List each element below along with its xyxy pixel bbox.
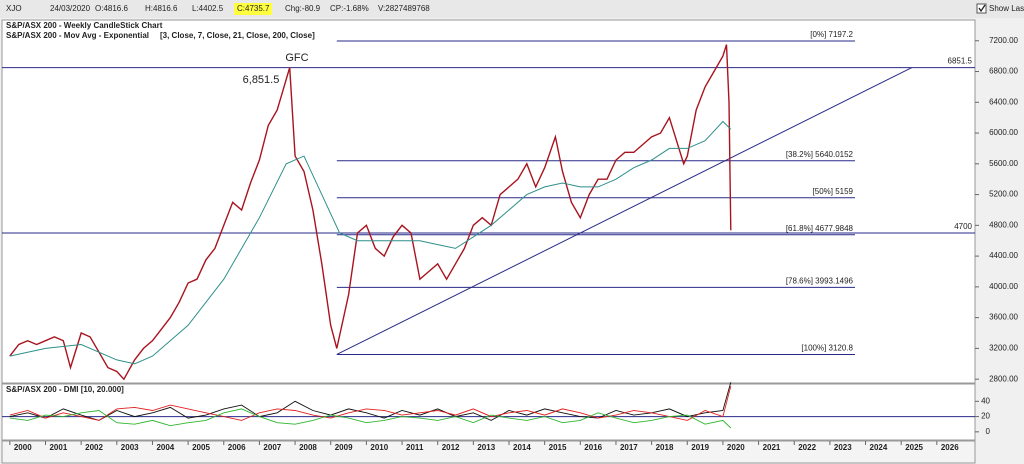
level-label: 4700 <box>954 222 972 231</box>
fib-label: [100%] 3120.8 <box>801 344 853 353</box>
y-tick-label: 6800.00 <box>989 67 1018 76</box>
x-tick-label: 2016 <box>584 443 602 452</box>
price-panel <box>1 19 976 384</box>
x-axis-bar <box>1 440 976 464</box>
annotation: 6,851.5 <box>243 74 280 86</box>
x-tick-label: 2017 <box>620 443 638 452</box>
x-tick-label: 2024 <box>870 443 888 452</box>
x-tick-label: 2012 <box>442 443 460 452</box>
show-last[interactable]: Show Last <box>989 4 1024 13</box>
x-tick-label: 2014 <box>513 443 531 452</box>
x-tick-label: 2001 <box>49 443 67 452</box>
y-tick-label: 4800.00 <box>989 220 1018 229</box>
dmi-title: S&P/ASX 200 - DMI [10, 20.000] <box>6 385 124 394</box>
x-tick-label: 2013 <box>477 443 495 452</box>
y-tick-label: 20 <box>981 412 990 421</box>
series-line <box>9 385 732 421</box>
y-tick-label: 5200.00 <box>989 190 1018 199</box>
fib-label: [61.8%] 4677.9848 <box>786 224 854 233</box>
annotation: GFC <box>285 52 308 64</box>
y-tick-label: 3200.00 <box>989 344 1018 353</box>
field: L:4402.5 <box>192 4 224 13</box>
fib-label: [0%] 7197.2 <box>810 30 853 39</box>
x-tick-label: 2000 <box>14 443 32 452</box>
checkbox[interactable] <box>976 3 987 14</box>
fib-label: [50%] 5159 <box>813 187 854 196</box>
check-mark <box>978 4 986 13</box>
x-tick-label: 2003 <box>121 443 139 452</box>
x-tick-label: 2002 <box>85 443 103 452</box>
x-tick-label: 2020 <box>727 443 745 452</box>
x-tick-label: 2018 <box>656 443 674 452</box>
y-tick-label: 6400.00 <box>989 97 1018 106</box>
subtitle: S&P/ASX 200 - Mov Avg - Exponential <box>6 31 149 40</box>
x-tick-label: 2004 <box>156 443 174 452</box>
x-tick-label: 2022 <box>798 443 816 452</box>
y-tick-label: 40 <box>981 396 990 405</box>
y-tick-label: 7200.00 <box>989 36 1018 45</box>
x-tick-label: 2011 <box>406 443 424 452</box>
field: V:2827489768 <box>378 4 430 13</box>
series-line <box>9 408 732 429</box>
subtitle-params: [3, Close, 7, Close, 21, Close, 200, Clo… <box>160 31 315 40</box>
x-tick-label: 2021 <box>763 443 781 452</box>
y-tick-label: 6000.00 <box>989 128 1018 137</box>
symbol: XJO <box>6 4 22 13</box>
fib-label: [38.2%] 5640.0152 <box>786 150 854 159</box>
y-tick-label: 2800.00 <box>989 374 1018 383</box>
x-tick-label: 2023 <box>834 443 852 452</box>
x-tick-label: 2008 <box>299 443 317 452</box>
field: H:4816.6 <box>145 4 178 13</box>
level-label: 6851.5 <box>948 57 973 66</box>
y-tick-label: 5600.00 <box>989 159 1018 168</box>
highlight-bg <box>234 3 272 15</box>
y-tick-label: 4000.00 <box>989 282 1018 291</box>
x-tick-label: 2007 <box>263 443 281 452</box>
series-line <box>9 382 732 421</box>
x-tick-label: 2019 <box>691 443 709 452</box>
y-tick-label: 4400.00 <box>989 251 1018 260</box>
fib-label: [78.6%] 3993.1496 <box>786 277 854 286</box>
x-tick-label: 2005 <box>192 443 210 452</box>
dmi-panel <box>1 383 976 441</box>
x-tick-label: 2010 <box>370 443 388 452</box>
x-tick-label: 2015 <box>549 443 567 452</box>
trend-line <box>336 67 913 355</box>
x-tick-label: 2009 <box>335 443 353 452</box>
date: 24/03/2020 <box>50 4 91 13</box>
field: C:4735.7 <box>237 4 270 13</box>
x-tick-label: 2025 <box>905 443 923 452</box>
series-line <box>9 120 732 365</box>
field: CP:-1.68% <box>330 4 369 13</box>
y-tick-label: 0 <box>986 427 991 436</box>
field: Chg:-80.9 <box>285 4 321 13</box>
x-tick-label: 2006 <box>228 443 246 452</box>
y-tick-label: 3600.00 <box>989 313 1018 322</box>
x-tick-label: 2026 <box>941 443 959 452</box>
field: O:4816.6 <box>95 4 128 13</box>
chart-title: S&P/ASX 200 - Weekly CandleStick Chart <box>6 21 163 30</box>
